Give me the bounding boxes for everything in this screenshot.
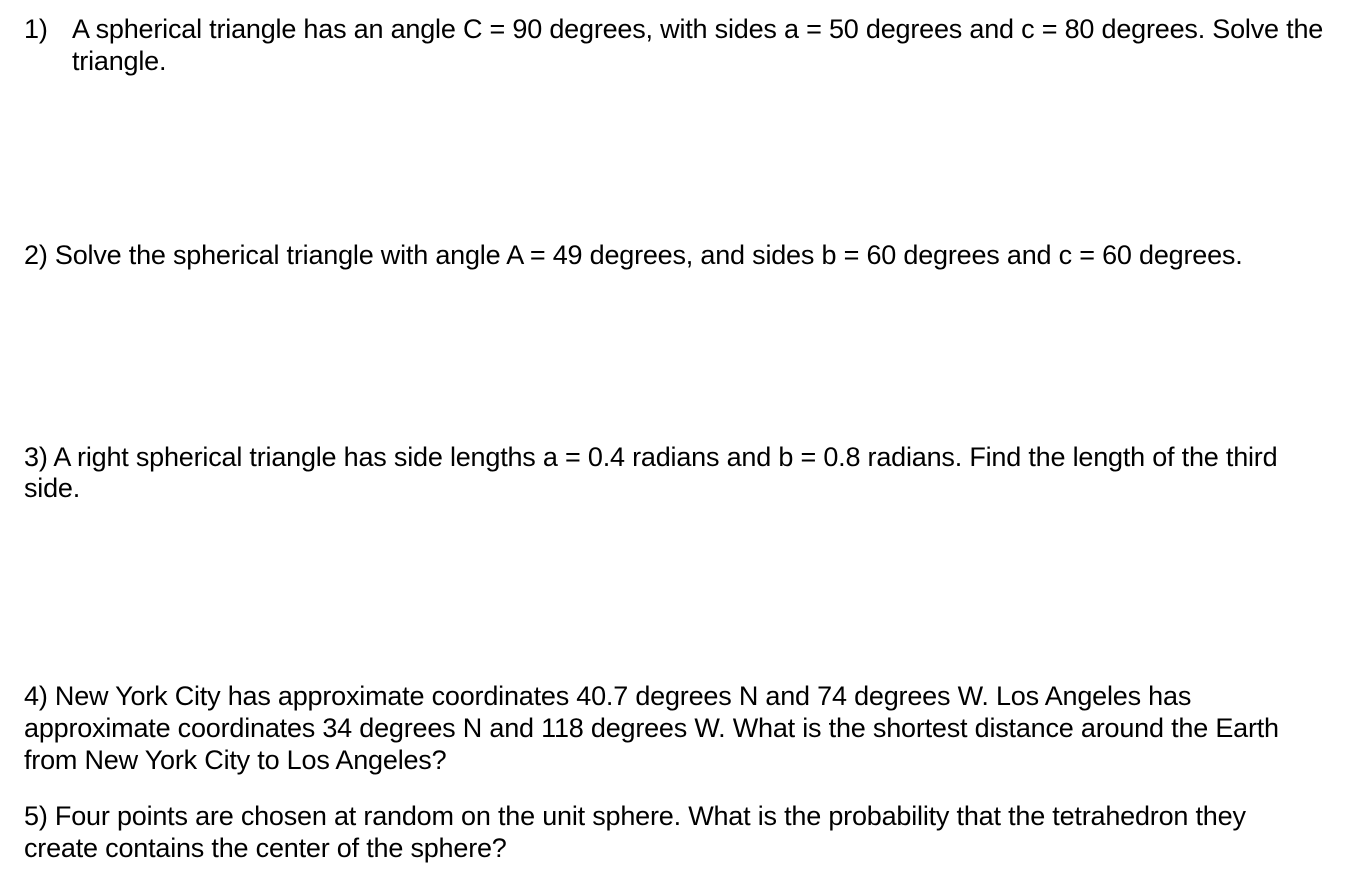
question-3-number: 3)	[24, 442, 48, 472]
question-1-text: A spherical triangle has an angle C = 90…	[72, 14, 1325, 78]
spacer-2	[24, 272, 1325, 442]
question-4-number: 4)	[24, 681, 48, 711]
spacer-3	[24, 505, 1325, 681]
question-4: 4) New York City has approximate coordin…	[24, 681, 1325, 777]
question-2-number: 2)	[24, 240, 48, 270]
question-2: 2) Solve the spherical triangle with ang…	[24, 240, 1325, 272]
question-5-text: Four points are chosen at random on the …	[24, 801, 1246, 863]
spacer-1	[24, 78, 1325, 240]
question-4-text: New York City has approximate coordinate…	[24, 681, 1279, 775]
spacer-4	[24, 777, 1325, 801]
question-2-text: Solve the spherical triangle with angle …	[55, 240, 1243, 270]
question-1: 1) A spherical triangle has an angle C =…	[24, 14, 1325, 78]
question-3-text: A right spherical triangle has side leng…	[24, 442, 1277, 504]
question-3: 3) A right spherical triangle has side l…	[24, 442, 1325, 506]
question-5: 5) Four points are chosen at random on t…	[24, 801, 1325, 865]
question-1-number: 1)	[24, 14, 72, 46]
question-5-number: 5)	[24, 801, 48, 831]
